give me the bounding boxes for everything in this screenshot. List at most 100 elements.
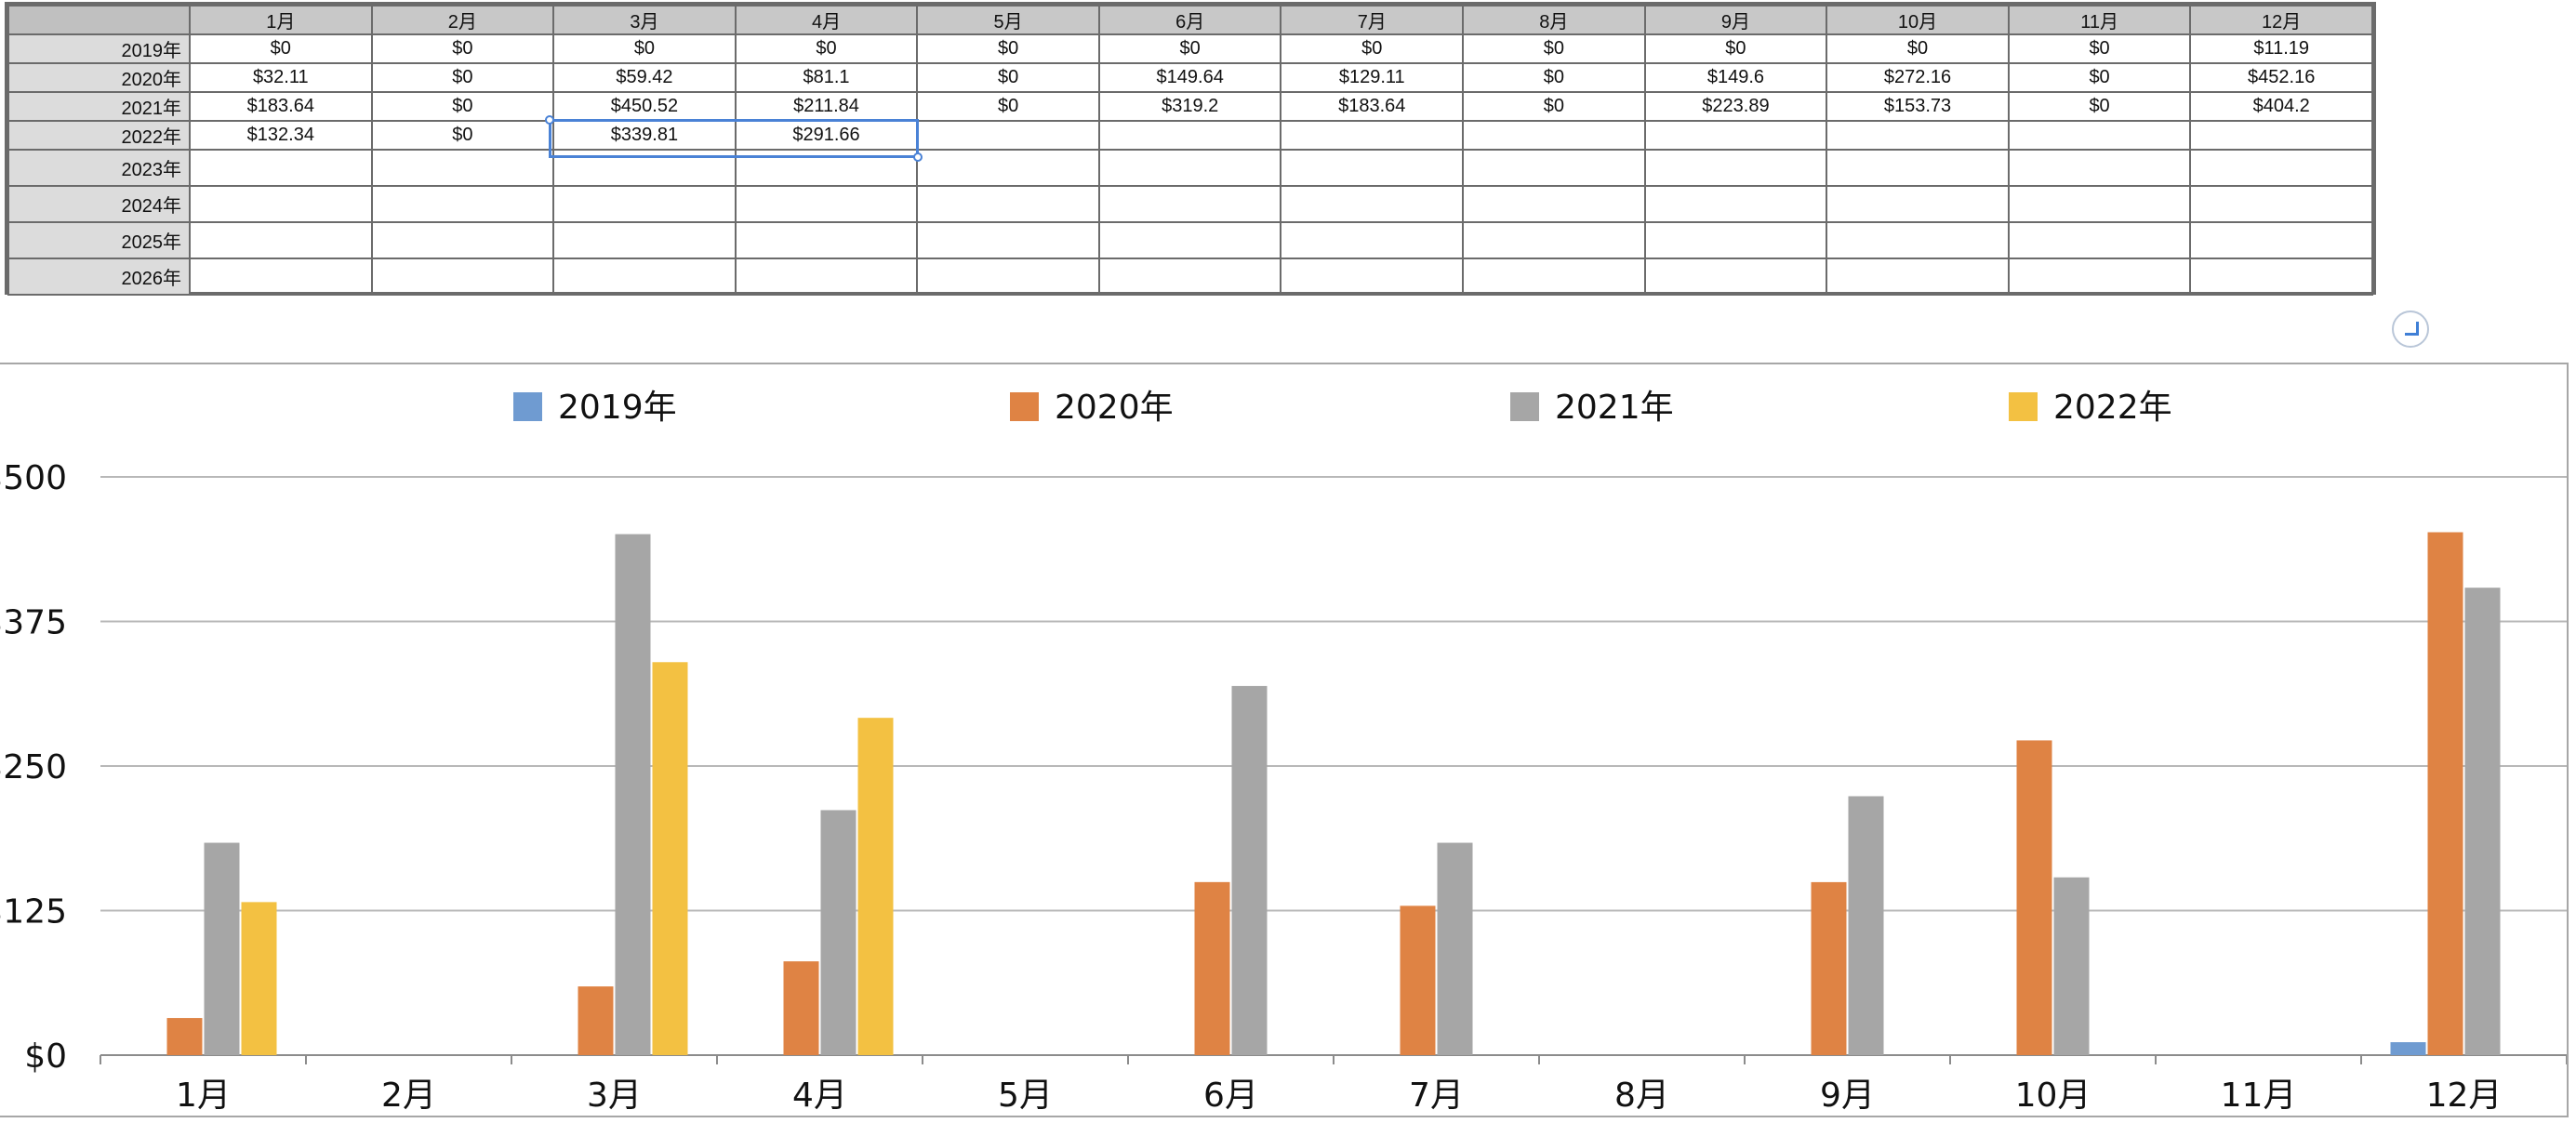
table-cell[interactable] xyxy=(1280,221,1465,259)
bar-chart[interactable]: $0 $125 $250 $375 $500 1月 2月 3月 4月 5月 6月 7月 8月 9月 10月 1… xyxy=(0,363,2569,1117)
table-cell[interactable]: $0 xyxy=(189,33,373,64)
table-cell[interactable]: $0 xyxy=(2007,62,2192,93)
table-cell[interactable] xyxy=(916,185,1100,223)
table-cell[interactable] xyxy=(1097,120,1282,151)
table-cell[interactable] xyxy=(1826,149,2010,187)
table-cell[interactable]: $0 xyxy=(1643,33,1828,64)
table-cell[interactable] xyxy=(370,149,555,187)
table-cell[interactable] xyxy=(1097,185,1282,223)
table-cell[interactable]: $183.64 xyxy=(1280,91,1465,122)
row-header[interactable]: 2025年 xyxy=(7,221,191,259)
column-header[interactable]: 9月 xyxy=(1643,5,1828,35)
table-cell[interactable] xyxy=(2189,149,2373,187)
table-cell[interactable] xyxy=(916,221,1100,259)
column-header[interactable]: 11月 xyxy=(2007,5,2192,35)
table-cell[interactable]: $0 xyxy=(2007,33,2192,64)
table-cell[interactable]: $291.66 xyxy=(734,120,919,151)
column-header[interactable]: 2月 xyxy=(370,5,555,35)
table-cell[interactable]: $0 xyxy=(370,91,555,122)
table-cell[interactable] xyxy=(734,221,919,259)
table-cell[interactable] xyxy=(1280,120,1465,151)
table-cell[interactable]: $0 xyxy=(1280,33,1465,64)
table-cell[interactable] xyxy=(1462,221,1646,259)
table-cell[interactable] xyxy=(189,185,373,223)
column-header[interactable]: 5月 xyxy=(916,5,1100,35)
table-cell[interactable]: $0 xyxy=(1462,91,1646,122)
table-cell[interactable] xyxy=(734,185,919,223)
table-cell[interactable]: $211.84 xyxy=(734,91,919,122)
resize-corner-icon[interactable] xyxy=(2392,310,2429,348)
row-header[interactable]: 2020年 xyxy=(7,62,191,93)
table-cell[interactable]: $0 xyxy=(370,120,555,151)
table-cell[interactable]: $81.1 xyxy=(734,62,919,93)
table-cell[interactable]: $0 xyxy=(370,62,555,93)
table-cell[interactable] xyxy=(2189,120,2373,151)
table-cell[interactable]: $32.11 xyxy=(189,62,373,93)
table-cell[interactable] xyxy=(1643,221,1828,259)
corner-header-cell[interactable] xyxy=(7,5,191,35)
table-cell[interactable]: $452.16 xyxy=(2189,62,2373,93)
spreadsheet-table[interactable]: 1月 2月 3月 4月 5月 6月 7月 8月 9月 10月 11月 12月 2019年 $0 $0 $0 $… xyxy=(5,2,2376,296)
table-cell[interactable] xyxy=(1097,149,1282,187)
table-cell[interactable] xyxy=(1643,120,1828,151)
table-cell[interactable] xyxy=(916,258,1100,296)
table-cell[interactable] xyxy=(2189,258,2373,296)
row-header[interactable]: 2026年 xyxy=(7,258,191,296)
table-cell[interactable]: $223.89 xyxy=(1643,91,1828,122)
table-cell[interactable] xyxy=(1097,258,1282,296)
table-cell[interactable] xyxy=(2007,258,2192,296)
table-cell[interactable] xyxy=(1462,185,1646,223)
row-header[interactable]: 2019年 xyxy=(7,33,191,64)
table-cell[interactable]: $272.16 xyxy=(1826,62,2010,93)
table-cell[interactable] xyxy=(1462,120,1646,151)
table-cell[interactable] xyxy=(1826,120,2010,151)
table-cell[interactable] xyxy=(2189,185,2373,223)
column-header[interactable]: 7月 xyxy=(1280,5,1465,35)
table-cell[interactable] xyxy=(189,258,373,296)
table-cell[interactable]: $319.2 xyxy=(1097,91,1282,122)
table-cell[interactable] xyxy=(2189,221,2373,259)
table-cell[interactable]: $0 xyxy=(916,91,1100,122)
row-header[interactable]: 2023年 xyxy=(7,149,191,187)
table-cell[interactable] xyxy=(916,120,1100,151)
row-header[interactable]: 2021年 xyxy=(7,91,191,122)
table-cell[interactable] xyxy=(1826,258,2010,296)
table-cell[interactable]: $0 xyxy=(1462,62,1646,93)
table-cell[interactable] xyxy=(1280,149,1465,187)
table-cell[interactable] xyxy=(552,258,737,296)
column-header[interactable]: 1月 xyxy=(189,5,373,35)
table-cell[interactable] xyxy=(2007,120,2192,151)
table-cell[interactable] xyxy=(370,258,555,296)
table-cell[interactable]: $132.34 xyxy=(189,120,373,151)
table-cell[interactable]: $59.42 xyxy=(552,62,737,93)
table-cell[interactable]: $0 xyxy=(916,33,1100,64)
table-cell[interactable] xyxy=(1643,258,1828,296)
table-cell[interactable]: $149.64 xyxy=(1097,62,1282,93)
table-cell[interactable] xyxy=(1280,185,1465,223)
table-cell[interactable]: $129.11 xyxy=(1280,62,1465,93)
table-cell[interactable]: $0 xyxy=(1826,33,2010,64)
table-cell[interactable] xyxy=(1462,258,1646,296)
table-cell[interactable] xyxy=(1826,221,2010,259)
table-cell[interactable] xyxy=(2007,149,2192,187)
table-cell[interactable]: $0 xyxy=(1462,33,1646,64)
table-cell[interactable] xyxy=(1097,221,1282,259)
table-cell[interactable] xyxy=(916,149,1100,187)
table-cell[interactable]: $11.19 xyxy=(2189,33,2373,64)
column-header[interactable]: 3月 xyxy=(552,5,737,35)
table-cell[interactable] xyxy=(734,258,919,296)
table-cell[interactable]: $0 xyxy=(370,33,555,64)
table-cell[interactable] xyxy=(370,221,555,259)
table-cell[interactable]: $0 xyxy=(552,33,737,64)
table-cell[interactable] xyxy=(2007,221,2192,259)
table-cell[interactable] xyxy=(734,149,919,187)
table-cell[interactable] xyxy=(370,185,555,223)
table-cell[interactable]: $0 xyxy=(916,62,1100,93)
column-header[interactable]: 6月 xyxy=(1097,5,1282,35)
row-header[interactable]: 2022年 xyxy=(7,120,191,151)
column-header[interactable]: 4月 xyxy=(734,5,919,35)
table-cell[interactable] xyxy=(1280,258,1465,296)
table-cell[interactable] xyxy=(1643,185,1828,223)
table-cell[interactable]: $404.2 xyxy=(2189,91,2373,122)
table-cell[interactable] xyxy=(552,149,737,187)
